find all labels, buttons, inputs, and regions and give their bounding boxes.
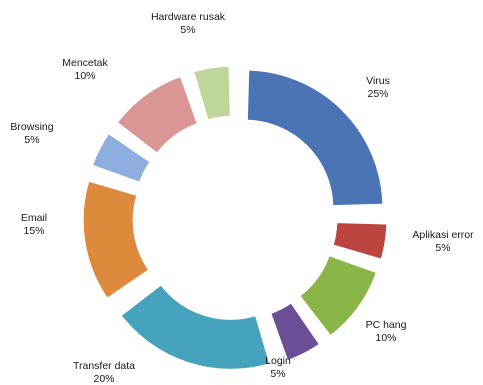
percent-transfer-data: 20%: [93, 373, 114, 385]
slice-email: [82, 180, 150, 299]
percent-login: 5%: [270, 368, 285, 380]
slice-pc-hang: [299, 255, 377, 337]
slice-aplikasi-error: [332, 222, 388, 260]
label-mencetak: Mencetak: [62, 57, 108, 69]
slice-browsing: [91, 132, 151, 183]
percent-email: 15%: [23, 225, 44, 237]
percent-mencetak: 10%: [74, 70, 95, 82]
label-transfer-data: Transfer data: [73, 360, 135, 372]
percent-hardware-rusak: 5%: [180, 24, 195, 36]
slice-mencetak: [116, 76, 198, 154]
slice-login: [270, 302, 321, 362]
slice-hardware-rusak: [193, 65, 231, 121]
label-aplikasi-error: Aplikasi error: [412, 229, 474, 241]
label-pc-hang: PC hang: [366, 319, 407, 331]
label-hardware-rusak: Hardware rusak: [151, 11, 226, 23]
percent-pc-hang: 10%: [375, 332, 396, 344]
label-browsing: Browsing: [10, 121, 53, 133]
percent-aplikasi-error: 5%: [435, 242, 450, 254]
slice-virus: [246, 69, 384, 207]
slice-group: [82, 65, 388, 370]
percent-browsing: 5%: [24, 134, 39, 146]
label-email: Email: [21, 212, 47, 224]
label-virus: Virus: [366, 75, 390, 87]
slice-transfer-data: [120, 284, 271, 370]
label-login: Login: [265, 355, 291, 367]
percent-virus: 25%: [367, 88, 388, 100]
